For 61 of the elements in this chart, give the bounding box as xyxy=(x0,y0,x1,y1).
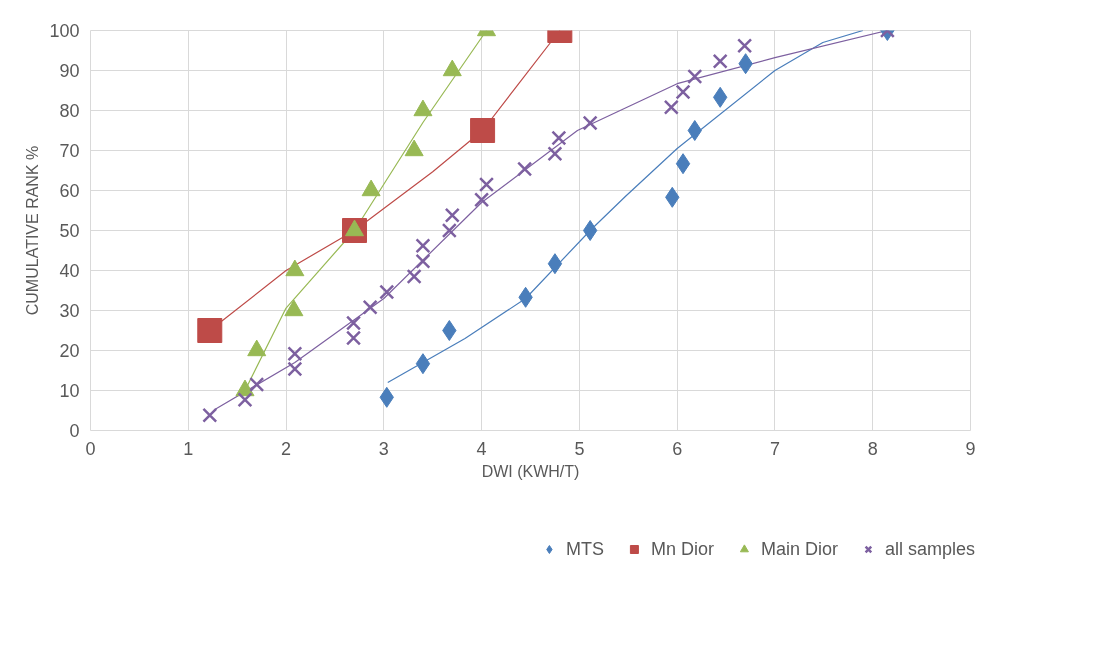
point xyxy=(415,253,431,269)
y-tick-label: 60 xyxy=(59,181,80,201)
y-tick-label: 30 xyxy=(59,301,80,321)
legend-label: MTS xyxy=(565,538,604,560)
point xyxy=(582,115,598,131)
x-tick-label: 9 xyxy=(965,438,976,459)
point xyxy=(249,376,265,393)
point xyxy=(202,407,218,423)
y-tick-label: 40 xyxy=(59,261,80,281)
x-tick-label: 3 xyxy=(378,438,389,459)
point xyxy=(415,353,431,375)
point xyxy=(379,284,395,300)
y-tick-label: 0 xyxy=(69,421,80,441)
point xyxy=(237,392,253,408)
line-series xyxy=(387,30,864,384)
point xyxy=(345,330,362,346)
point xyxy=(517,161,533,177)
x-tick-label: 1 xyxy=(183,438,194,459)
point xyxy=(441,222,457,239)
point xyxy=(551,130,567,146)
point xyxy=(712,53,728,69)
y-tick-label: 20 xyxy=(59,341,80,361)
point xyxy=(582,220,598,241)
point xyxy=(474,192,490,208)
x-tick-label: 8 xyxy=(867,438,878,459)
point xyxy=(406,268,422,285)
point xyxy=(737,38,753,54)
y-tick-label: 50 xyxy=(59,221,80,241)
legend-label: all samples xyxy=(884,538,975,560)
x-tick-label: 7 xyxy=(769,438,780,459)
point xyxy=(197,318,223,343)
point xyxy=(287,346,303,362)
point xyxy=(415,238,431,254)
x-tick-label: 0 xyxy=(85,438,96,459)
point xyxy=(675,153,691,175)
legend-label: Mn Dior xyxy=(650,538,714,560)
point xyxy=(687,120,702,141)
y-tick-label: 70 xyxy=(59,141,80,161)
y-tick-label: 10 xyxy=(59,381,80,401)
x-tick-label: 6 xyxy=(672,438,683,459)
point xyxy=(687,68,703,85)
x-tick-label: 5 xyxy=(574,438,585,459)
point xyxy=(362,299,378,315)
y-tick-label: 80 xyxy=(59,101,80,121)
point xyxy=(287,361,303,377)
point xyxy=(675,84,691,100)
point xyxy=(478,176,495,193)
y-tick-label: 90 xyxy=(59,61,80,81)
y-tick-label: 100 xyxy=(49,21,80,41)
x-tick-label: 2 xyxy=(281,438,292,459)
x-tick-label: 4 xyxy=(476,438,487,459)
legend-label: Main Dior xyxy=(760,538,838,560)
y-axis-title: CUMULATIVE RANK % xyxy=(24,145,42,316)
point xyxy=(663,99,679,115)
point xyxy=(547,146,563,162)
x-axis-title: DWI (KWH/T) xyxy=(481,462,580,480)
point xyxy=(345,315,362,331)
point xyxy=(470,118,496,143)
point xyxy=(442,320,457,341)
point xyxy=(444,207,460,223)
point xyxy=(547,253,563,275)
